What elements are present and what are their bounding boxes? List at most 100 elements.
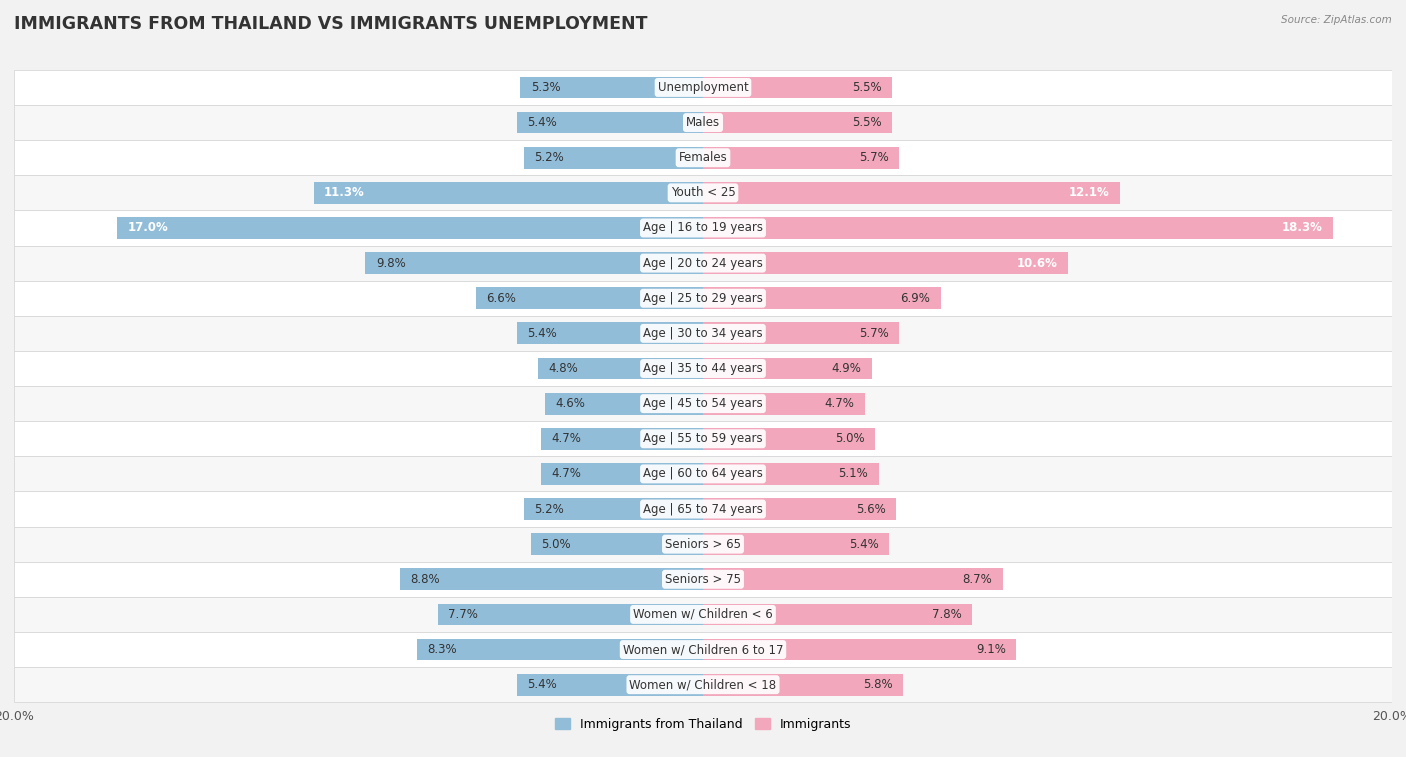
Bar xyxy=(14,316,1392,351)
Bar xyxy=(314,182,703,204)
Text: Women w/ Children < 18: Women w/ Children < 18 xyxy=(630,678,776,691)
Text: 5.6%: 5.6% xyxy=(856,503,886,516)
Text: Age | 16 to 19 years: Age | 16 to 19 years xyxy=(643,222,763,235)
Bar xyxy=(366,252,703,274)
Legend: Immigrants from Thailand, Immigrants: Immigrants from Thailand, Immigrants xyxy=(550,713,856,736)
Bar xyxy=(703,288,941,309)
Text: Seniors > 65: Seniors > 65 xyxy=(665,537,741,550)
Bar xyxy=(399,569,703,590)
Bar xyxy=(14,105,1392,140)
Bar xyxy=(703,533,889,555)
Text: 6.9%: 6.9% xyxy=(900,291,931,305)
Text: Women w/ Children 6 to 17: Women w/ Children 6 to 17 xyxy=(623,643,783,656)
Bar xyxy=(544,393,703,415)
Bar xyxy=(703,112,893,133)
Text: Age | 55 to 59 years: Age | 55 to 59 years xyxy=(643,432,763,445)
Bar xyxy=(703,182,1119,204)
Text: 4.6%: 4.6% xyxy=(555,397,585,410)
Bar xyxy=(703,76,893,98)
Text: 5.4%: 5.4% xyxy=(527,678,557,691)
Bar xyxy=(517,322,703,344)
Bar xyxy=(703,147,900,169)
Bar xyxy=(14,140,1392,176)
Text: 5.7%: 5.7% xyxy=(859,151,889,164)
Text: 17.0%: 17.0% xyxy=(128,222,169,235)
Bar xyxy=(14,281,1392,316)
Bar xyxy=(14,632,1392,667)
Bar xyxy=(14,245,1392,281)
Bar xyxy=(14,527,1392,562)
Text: 7.8%: 7.8% xyxy=(932,608,962,621)
Bar xyxy=(703,393,865,415)
Bar xyxy=(703,357,872,379)
Bar xyxy=(418,639,703,660)
Text: Age | 45 to 54 years: Age | 45 to 54 years xyxy=(643,397,763,410)
Text: 8.8%: 8.8% xyxy=(411,573,440,586)
Text: 5.3%: 5.3% xyxy=(531,81,561,94)
Text: Women w/ Children < 6: Women w/ Children < 6 xyxy=(633,608,773,621)
Bar xyxy=(541,428,703,450)
Bar xyxy=(14,210,1392,245)
Text: 10.6%: 10.6% xyxy=(1017,257,1057,269)
Text: Males: Males xyxy=(686,116,720,129)
Text: 5.4%: 5.4% xyxy=(527,327,557,340)
Bar xyxy=(14,456,1392,491)
Text: 6.6%: 6.6% xyxy=(486,291,516,305)
Bar xyxy=(14,176,1392,210)
Text: 4.8%: 4.8% xyxy=(548,362,578,375)
Text: Age | 20 to 24 years: Age | 20 to 24 years xyxy=(643,257,763,269)
Bar xyxy=(703,674,903,696)
Text: 4.7%: 4.7% xyxy=(551,467,581,481)
Text: 11.3%: 11.3% xyxy=(323,186,364,199)
Text: 9.1%: 9.1% xyxy=(976,643,1007,656)
Text: 9.8%: 9.8% xyxy=(375,257,405,269)
Text: 5.4%: 5.4% xyxy=(527,116,557,129)
Text: 5.2%: 5.2% xyxy=(534,151,564,164)
Text: 18.3%: 18.3% xyxy=(1282,222,1323,235)
Bar xyxy=(524,498,703,520)
Text: 5.8%: 5.8% xyxy=(863,678,893,691)
Text: 4.9%: 4.9% xyxy=(831,362,862,375)
Text: 5.4%: 5.4% xyxy=(849,537,879,550)
Text: 5.1%: 5.1% xyxy=(838,467,869,481)
Bar xyxy=(14,70,1392,105)
Bar xyxy=(537,357,703,379)
Bar xyxy=(14,667,1392,702)
Text: Age | 65 to 74 years: Age | 65 to 74 years xyxy=(643,503,763,516)
Bar xyxy=(520,76,703,98)
Text: 8.3%: 8.3% xyxy=(427,643,457,656)
Bar xyxy=(437,603,703,625)
Bar xyxy=(703,498,896,520)
Text: Source: ZipAtlas.com: Source: ZipAtlas.com xyxy=(1281,15,1392,25)
Text: Age | 30 to 34 years: Age | 30 to 34 years xyxy=(643,327,763,340)
Text: Age | 35 to 44 years: Age | 35 to 44 years xyxy=(643,362,763,375)
Text: 5.0%: 5.0% xyxy=(541,537,571,550)
Text: Females: Females xyxy=(679,151,727,164)
Bar xyxy=(117,217,703,239)
Text: IMMIGRANTS FROM THAILAND VS IMMIGRANTS UNEMPLOYMENT: IMMIGRANTS FROM THAILAND VS IMMIGRANTS U… xyxy=(14,15,648,33)
Bar xyxy=(531,533,703,555)
Bar xyxy=(703,252,1069,274)
Bar xyxy=(517,674,703,696)
Bar xyxy=(703,569,1002,590)
Text: 5.5%: 5.5% xyxy=(852,81,882,94)
Bar xyxy=(703,603,972,625)
Bar xyxy=(524,147,703,169)
Text: Youth < 25: Youth < 25 xyxy=(671,186,735,199)
Text: 5.5%: 5.5% xyxy=(852,116,882,129)
Bar xyxy=(541,463,703,484)
Bar xyxy=(703,639,1017,660)
Bar xyxy=(517,112,703,133)
Text: Age | 60 to 64 years: Age | 60 to 64 years xyxy=(643,467,763,481)
Bar xyxy=(14,597,1392,632)
Text: 5.2%: 5.2% xyxy=(534,503,564,516)
Text: Unemployment: Unemployment xyxy=(658,81,748,94)
Text: 4.7%: 4.7% xyxy=(551,432,581,445)
Bar xyxy=(14,351,1392,386)
Text: 5.0%: 5.0% xyxy=(835,432,865,445)
Bar xyxy=(703,322,900,344)
Text: 12.1%: 12.1% xyxy=(1069,186,1109,199)
Text: 7.7%: 7.7% xyxy=(449,608,478,621)
Bar xyxy=(14,491,1392,527)
Bar xyxy=(14,386,1392,421)
